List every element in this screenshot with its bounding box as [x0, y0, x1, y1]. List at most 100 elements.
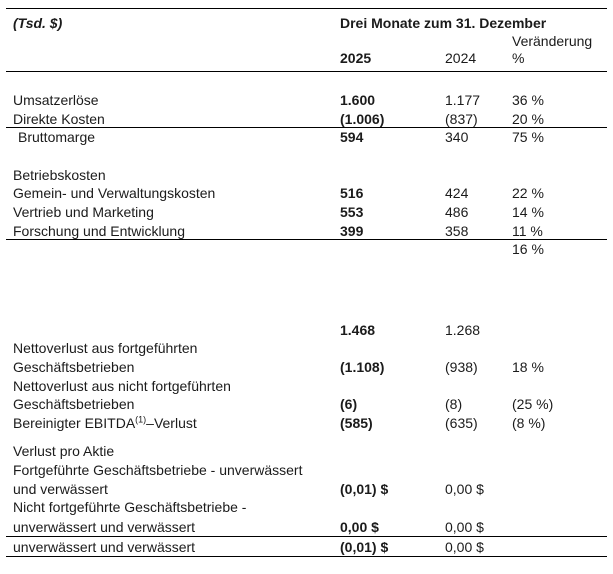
table-row: 16 %	[6, 240, 607, 259]
row-label: Geschäftsbetrieben	[13, 358, 135, 375]
value-2025: 1.600	[340, 92, 376, 108]
value-2025: 594	[340, 129, 364, 146]
value-2024	[445, 442, 512, 461]
value-2025: 0,00 $	[340, 518, 379, 535]
row-label: unverwässert und verwässert	[13, 538, 196, 555]
value-2025: 1.468	[340, 321, 376, 338]
value-2024	[445, 377, 512, 396]
value-change	[512, 480, 607, 499]
table-row: und verwässert (0,01) $ 0,00 $	[6, 480, 607, 499]
spacer-row	[6, 147, 607, 166]
value-2025	[340, 166, 445, 185]
table-row: Vertrieb und Marketing 553 486 14 %	[6, 203, 607, 222]
spacer-row	[6, 72, 607, 91]
row-label: Bruttomarge	[18, 129, 96, 146]
table-header: (Tsd. $) Drei Monate zum 31. Dezember Ve…	[6, 9, 607, 72]
value-2025: (0,01) $	[340, 538, 389, 555]
row-label	[6, 240, 340, 259]
table-row: Bereinigter EBITDA(1)–Verlust (585) (635…	[6, 414, 607, 433]
table-body: Umsatzerlöse 1.600 1.177 36 % Direkte Ko…	[6, 91, 607, 557]
value-change	[512, 517, 607, 537]
table-row: 1.468 1.268	[6, 321, 607, 340]
value-2025: (585)	[340, 414, 373, 431]
value-2024: 424	[445, 185, 469, 202]
value-2025: (1.006)	[340, 110, 385, 127]
value-2024	[445, 498, 512, 517]
value-change	[512, 377, 607, 396]
row-label: und verwässert	[13, 480, 108, 497]
period-title: Drei Monate zum 31. Dezember	[340, 15, 547, 31]
table-row: Nettoverlust aus fortgeführten	[6, 339, 607, 358]
value-2025	[340, 461, 445, 480]
value-2025: 516	[340, 185, 364, 202]
column-header-2024: 2024	[445, 50, 477, 66]
table-row: Fortgeführte Geschäftsbetriebe - unverwä…	[6, 461, 607, 480]
value-2025	[340, 442, 445, 461]
value-change: 75 %	[512, 129, 544, 146]
table-row: Gemein- und Verwaltungskosten 516 424 22…	[6, 184, 607, 203]
value-2024: (938)	[445, 358, 478, 375]
column-header-change-unit: %	[512, 50, 525, 66]
value-2024	[445, 166, 512, 185]
value-change	[512, 321, 607, 340]
value-2024: 340	[445, 129, 469, 146]
value-change: 18 %	[512, 358, 544, 375]
column-header-2025: 2025	[340, 50, 372, 66]
value-2025	[340, 498, 445, 517]
value-2024: 358	[445, 222, 469, 239]
value-2024	[445, 240, 512, 259]
value-2024	[445, 461, 512, 480]
value-change: (25 %)	[512, 396, 554, 413]
value-change	[512, 166, 607, 185]
value-2025	[340, 339, 445, 358]
value-change	[512, 461, 607, 480]
row-label: Vertrieb und Marketing	[13, 203, 154, 220]
row-label: Bereinigter EBITDA(1)–Verlust	[13, 414, 197, 431]
table-row: Verlust pro Aktie	[6, 442, 607, 461]
value-change: 36 %	[512, 92, 544, 108]
table-row: Betriebskosten	[6, 166, 607, 185]
value-2024: 486	[445, 203, 469, 220]
row-label: unverwässert und verwässert	[13, 518, 196, 535]
table-row: Umsatzerlöse 1.600 1.177 36 %	[6, 91, 607, 110]
value-2024: 0,00 $	[445, 538, 484, 555]
value-2025: 553	[340, 203, 364, 220]
value-2025: (1.108)	[340, 358, 385, 375]
value-change: 20 %	[512, 110, 544, 127]
row-label: Nettoverlust aus fortgeführten	[13, 340, 198, 357]
row-label: Nicht fortgeführte Geschäftsbetriebe -	[13, 499, 247, 516]
table-row: Forschung und Entwicklung 399 358 11 %	[6, 222, 607, 241]
row-label: Umsatzerlöse	[13, 92, 99, 108]
table-row: Nicht fortgeführte Geschäftsbetriebe -	[6, 498, 607, 517]
table-row: unverwässert und verwässert (0,01) $ 0,0…	[6, 537, 607, 557]
table-row: Geschäftsbetrieben (1.108) (938) 18 %	[6, 358, 607, 377]
value-2024: 0,00 $	[445, 518, 484, 535]
unit-label: (Tsd. $)	[13, 15, 63, 31]
financial-table: (Tsd. $) Drei Monate zum 31. Dezember Ve…	[6, 8, 607, 557]
value-2024: (8)	[445, 396, 463, 413]
value-2024: 1.268	[445, 321, 481, 338]
spacer-row	[6, 432, 607, 442]
row-label: Direkte Kosten	[13, 110, 105, 127]
value-2024	[445, 339, 512, 358]
row-label: Gemein- und Verwaltungskosten	[13, 185, 216, 202]
value-2025: 399	[340, 222, 364, 239]
table-row: Nettoverlust aus nicht fortgeführten	[6, 377, 607, 396]
row-label: Nettoverlust aus nicht fortgeführten	[13, 377, 231, 394]
value-2025: (6)	[340, 396, 358, 413]
table-row: unverwässert und verwässert 0,00 $ 0,00 …	[6, 517, 607, 537]
row-label: Geschäftsbetrieben	[13, 396, 135, 413]
row-label: Verlust pro Aktie	[13, 443, 115, 460]
value-2024: 1.177	[445, 92, 481, 108]
value-change: 22 %	[512, 185, 544, 202]
table-row: Geschäftsbetrieben (6) (8) (25 %)	[6, 395, 607, 414]
row-label	[6, 321, 340, 340]
value-2025	[340, 240, 445, 259]
value-change: 11 %	[512, 222, 543, 239]
spacer-row	[6, 259, 607, 321]
value-2025	[340, 377, 445, 396]
value-2025: (0,01) $	[340, 480, 389, 497]
table-row: Direkte Kosten (1.006) (837) 20 %	[6, 110, 607, 129]
value-change: 14 %	[512, 203, 544, 220]
value-change	[512, 339, 607, 358]
